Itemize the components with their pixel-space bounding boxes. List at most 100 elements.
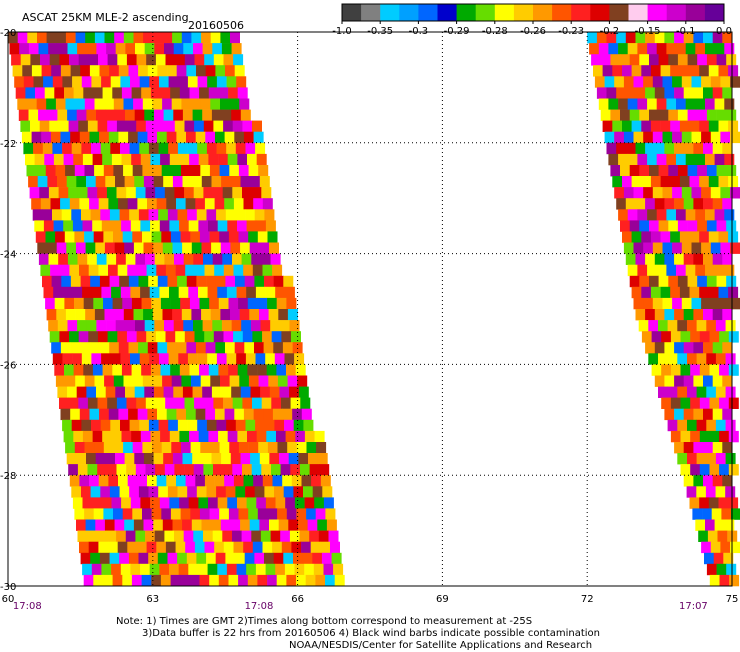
swath-cell [154, 386, 164, 398]
swath-cell [645, 142, 656, 155]
swath-cell [94, 165, 105, 177]
swath-cell [169, 497, 180, 509]
swath-cell [730, 242, 740, 254]
swath-cell [695, 43, 706, 55]
swath-cell [215, 131, 225, 144]
swath-cell [205, 342, 216, 354]
swath-cell [252, 331, 263, 343]
swath-cell [246, 563, 257, 576]
swath-cell [79, 198, 90, 210]
swath-cell [71, 142, 82, 155]
swath-cell [718, 176, 729, 188]
colorbar-label: -0.35 [367, 26, 393, 37]
swath-cell [274, 353, 285, 365]
swath-cell [643, 131, 654, 144]
swath-cell [209, 297, 220, 310]
swath-cell [96, 43, 107, 55]
swath-cell [680, 464, 691, 476]
swath-cell [134, 453, 145, 465]
swath-cell [246, 220, 257, 232]
swath-cell [50, 131, 61, 144]
swath-cell [221, 386, 232, 398]
swath-cell [715, 453, 726, 465]
swath-cell [51, 275, 62, 288]
swath-cell [701, 541, 712, 554]
swath-cell [91, 142, 101, 155]
swath-cell [174, 464, 185, 476]
swath-cell [689, 231, 700, 243]
swath-cell [272, 475, 283, 487]
swath-cell [45, 297, 56, 310]
swath-cell [116, 187, 127, 199]
swath-cell [225, 552, 236, 565]
swath-cell [226, 419, 237, 432]
swath-cell [151, 231, 162, 243]
swath-cell [706, 386, 717, 398]
swath-cell [204, 475, 215, 487]
swath-cell [676, 209, 686, 221]
swath-cell [255, 563, 266, 576]
swath-cell [226, 286, 237, 299]
swath-cell [142, 375, 153, 387]
swath-cell [172, 519, 183, 531]
swath-cell [36, 98, 47, 110]
swath-cell [72, 220, 83, 232]
swath-cell [277, 508, 288, 520]
swath-cell [191, 375, 201, 387]
swath-cell [154, 109, 164, 121]
swath-cell [677, 54, 688, 66]
swath-cell [111, 220, 122, 232]
colorbar-swatch [361, 4, 381, 21]
swath-cell [238, 508, 249, 520]
swath-cell [50, 264, 61, 277]
swath-cell [225, 275, 236, 288]
swath-cell [104, 375, 115, 387]
swath-cell [652, 187, 663, 199]
swath-cell [160, 87, 171, 99]
swath-cell [127, 541, 138, 554]
swath-cell [670, 231, 681, 243]
swath-cell [130, 353, 140, 365]
swath-cell [296, 574, 307, 587]
swath-cell [53, 153, 64, 166]
swath-cell [159, 286, 170, 299]
swath-cell [89, 198, 100, 210]
swath-cell [177, 419, 188, 432]
swath-cell [677, 109, 688, 121]
swath-cell [85, 309, 96, 321]
swath-cell [330, 541, 340, 554]
swath-cell [716, 109, 727, 121]
swath-cell [645, 32, 656, 44]
swath-cell [78, 120, 89, 132]
swath-cell [125, 386, 135, 398]
swath-cell [37, 242, 48, 254]
swath-cell [268, 309, 279, 321]
swath-cell [140, 286, 151, 299]
swath-cell [728, 331, 739, 343]
swath-cell [194, 120, 205, 132]
swath-cell [130, 497, 141, 509]
swath-cell [333, 563, 344, 576]
swath-cell [164, 464, 175, 476]
swath-cell [60, 198, 71, 210]
swath-cell [226, 563, 237, 576]
swath-cell [276, 364, 287, 376]
swath-cell [79, 264, 89, 277]
swath-cell [84, 375, 95, 387]
swath-cell [182, 519, 193, 531]
swath-cell [100, 142, 111, 155]
chart-title: ASCAT 25KM MLE-2 ascending [22, 11, 189, 24]
swath-cell [728, 497, 739, 509]
swath-cell [166, 131, 177, 144]
swath-cell [154, 320, 165, 332]
swath-cell [687, 54, 698, 66]
swath-cell [193, 464, 204, 476]
swath-cell [188, 563, 199, 576]
swath-cell [220, 98, 230, 110]
swath-cell [149, 286, 160, 299]
swath-cell [217, 286, 228, 299]
swath-cell [154, 253, 165, 265]
swath-cell [293, 486, 304, 498]
swath-cell [695, 153, 706, 166]
swath-cell [108, 475, 119, 487]
